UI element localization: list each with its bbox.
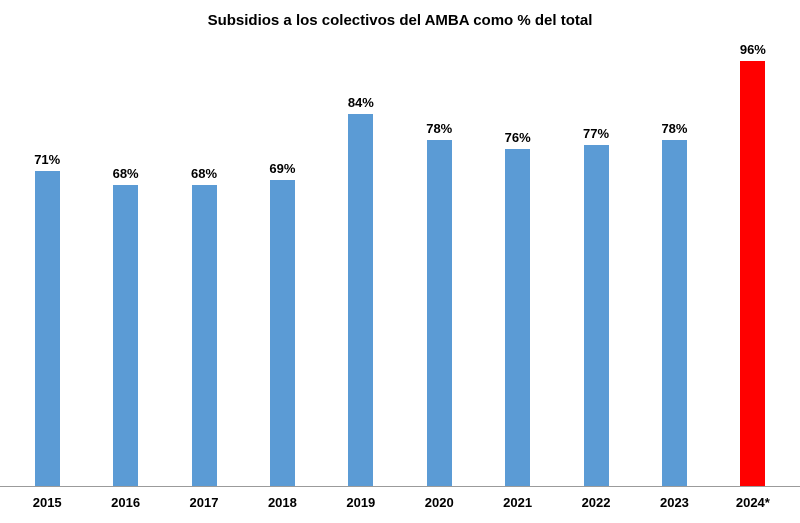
- bar-column: 68%: [165, 166, 243, 486]
- x-axis-label: 2019: [346, 495, 376, 510]
- bar-value-label: 69%: [269, 161, 296, 176]
- x-axis-label: 2016: [111, 495, 141, 510]
- bar: [348, 114, 374, 486]
- bar: [505, 149, 531, 486]
- bar-value-label: 78%: [426, 121, 453, 136]
- bar-column: 76%: [478, 130, 556, 486]
- bar-value-label: 84%: [347, 95, 374, 110]
- chart-title: Subsidios a los colectivos del AMBA como…: [207, 12, 593, 29]
- bar-value-label: 71%: [34, 152, 61, 167]
- bar-column: 96%: [714, 42, 792, 486]
- bar: [113, 185, 139, 486]
- bar-value-label: 77%: [583, 126, 610, 141]
- bar: [740, 61, 766, 486]
- bar-column: 69%: [243, 161, 321, 486]
- plot-area: 71% 68% 68% 69% 84% 78% 76% 77% 78% 96%: [0, 30, 800, 487]
- x-axis-label: 2020: [424, 495, 454, 510]
- bar-column: 78%: [635, 121, 713, 486]
- bar-value-label: 78%: [661, 121, 688, 136]
- bar: [269, 180, 295, 486]
- bar: [34, 171, 60, 486]
- bar-column: 84%: [322, 95, 400, 486]
- bar-column: 71%: [8, 152, 86, 486]
- bar-column: 68%: [86, 166, 164, 486]
- x-axis-label: 2023: [659, 495, 689, 510]
- x-axis-label: 2017: [189, 495, 219, 510]
- bar-value-label: 76%: [504, 130, 531, 145]
- bar-value-label: 96%: [739, 42, 766, 57]
- bar-column: 78%: [400, 121, 478, 486]
- x-axis-label: 2024*: [735, 495, 770, 510]
- x-axis-label: 2021: [503, 495, 533, 510]
- x-axis: 2015 2016 2017 2018 2019 2020 2021 2022 2023 2024…: [0, 487, 800, 510]
- x-axis-label: 2022: [581, 495, 611, 510]
- bar: [426, 140, 452, 486]
- bar: [661, 140, 687, 486]
- bar: [583, 145, 609, 486]
- bar-column: 77%: [557, 126, 635, 486]
- bar-value-label: 68%: [112, 166, 139, 181]
- bar-value-label: 68%: [191, 166, 218, 181]
- x-axis-label: 2018: [267, 495, 297, 510]
- bar: [191, 185, 217, 486]
- x-axis-label: 2015: [32, 495, 62, 510]
